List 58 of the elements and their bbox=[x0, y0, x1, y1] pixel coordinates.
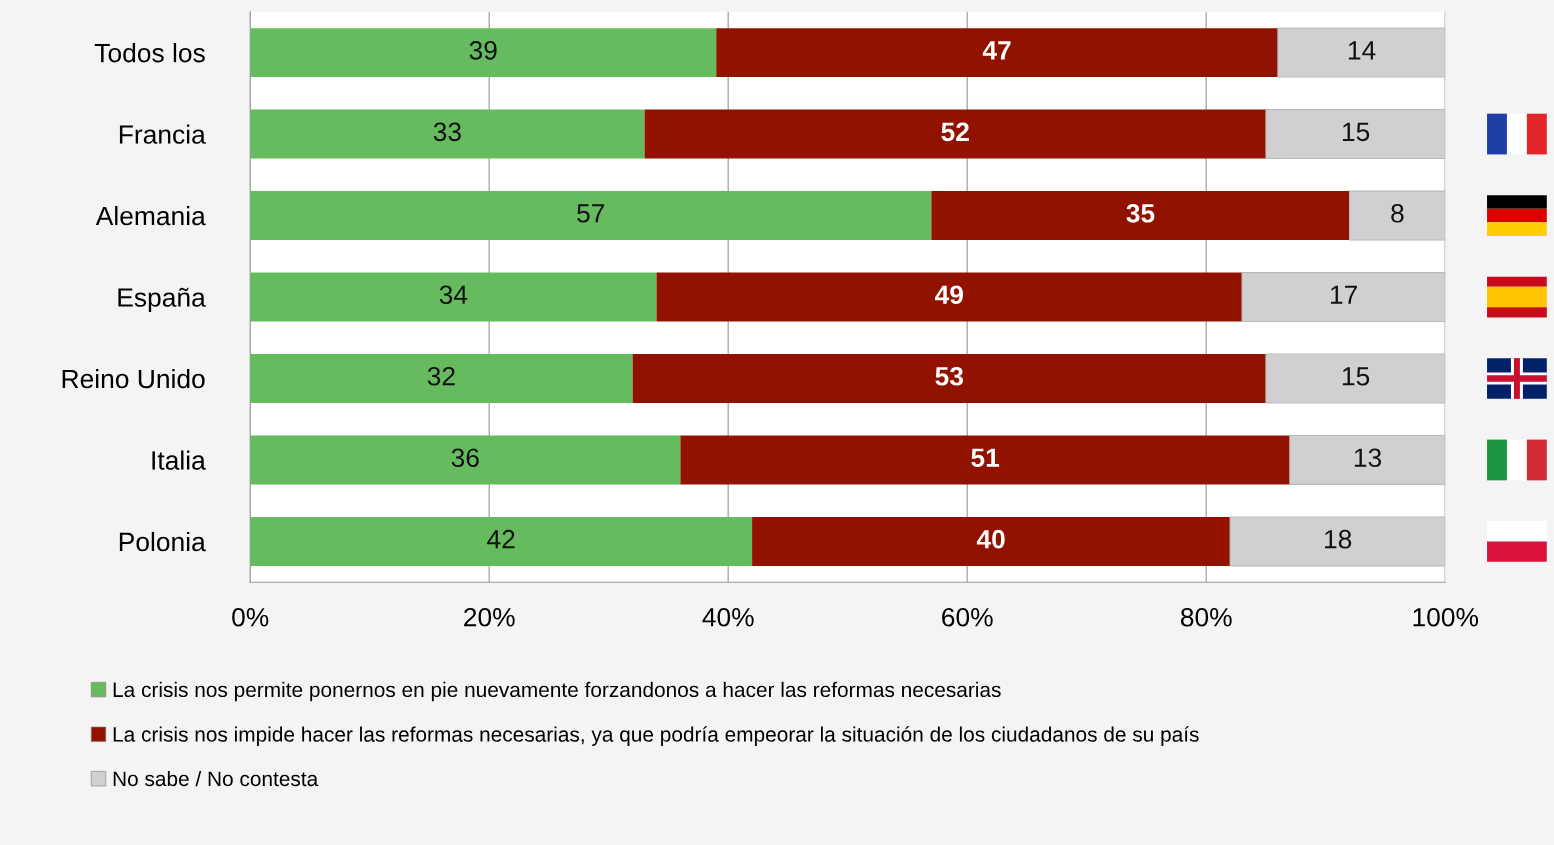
data-label: 32 bbox=[427, 366, 455, 386]
bar bbox=[250, 109, 645, 159]
data-label: 33 bbox=[433, 122, 461, 142]
x-tick-label: 20% bbox=[464, 607, 515, 627]
bar bbox=[250, 354, 633, 403]
data-label: 36 bbox=[451, 448, 479, 468]
data-label: 42 bbox=[487, 529, 515, 549]
y-tick-label: Francia bbox=[119, 124, 206, 144]
bar bbox=[250, 435, 681, 485]
data-label: 8 bbox=[1391, 203, 1404, 223]
bar bbox=[250, 272, 657, 322]
bar bbox=[752, 517, 1231, 566]
data-label: 13 bbox=[1354, 448, 1382, 468]
y-tick-label: Reino Unido bbox=[62, 368, 205, 389]
bar bbox=[632, 354, 1266, 403]
data-label: 40 bbox=[976, 529, 1005, 549]
bar bbox=[250, 517, 753, 566]
data-label: 51 bbox=[971, 448, 1000, 468]
data-label: 52 bbox=[941, 122, 969, 142]
bar bbox=[644, 109, 1266, 159]
legend-label: La crisis nos permite ponernos en pie nuevamente forzandonos a hacer las reformas necesarias bbox=[113, 681, 1001, 702]
data-label: 14 bbox=[1348, 41, 1376, 60]
data-label: 47 bbox=[982, 41, 1011, 60]
y-tick-label: Todos los bbox=[94, 43, 205, 63]
data-label: 35 bbox=[1126, 203, 1155, 223]
bar bbox=[1265, 109, 1446, 160]
bar bbox=[1289, 434, 1446, 485]
bar bbox=[716, 28, 1278, 78]
bar bbox=[1277, 27, 1446, 78]
data-label: 53 bbox=[935, 366, 964, 386]
legend-label: No sabe / No contesta bbox=[113, 770, 319, 787]
data-label: 39 bbox=[469, 40, 497, 60]
x-tick-label: 40% bbox=[702, 607, 754, 627]
data-label: 34 bbox=[439, 285, 468, 305]
data-label: 49 bbox=[935, 285, 963, 305]
bar bbox=[1241, 272, 1446, 323]
x-tick-label: 100% bbox=[1413, 607, 1479, 627]
bar bbox=[250, 28, 717, 78]
x-tick-label: 60% bbox=[942, 607, 993, 627]
y-tick-label: Polonia bbox=[119, 531, 206, 552]
x-tick-label: 80% bbox=[1180, 607, 1232, 627]
bar bbox=[250, 191, 932, 240]
data-label: 57 bbox=[577, 204, 605, 223]
bar bbox=[680, 435, 1290, 485]
data-label: 18 bbox=[1325, 529, 1352, 549]
bar bbox=[1229, 516, 1446, 567]
bar bbox=[656, 272, 1243, 322]
bar bbox=[1349, 190, 1446, 241]
bar bbox=[1265, 353, 1446, 404]
y-tick-label: Italia bbox=[152, 450, 206, 470]
y-tick-label: Alemania bbox=[95, 205, 206, 226]
y-tick-label: España bbox=[118, 287, 206, 313]
legend-label: La crisis nos impide hacer las reformas necesarias, ya que podría empeorar la situación de los ciudadanos de su país bbox=[113, 726, 1199, 746]
data-label: 15 bbox=[1342, 122, 1370, 142]
data-label: 15 bbox=[1342, 367, 1370, 386]
data-label: 17 bbox=[1330, 285, 1357, 304]
bar bbox=[931, 191, 1350, 240]
x-tick-label: 0% bbox=[232, 607, 269, 627]
